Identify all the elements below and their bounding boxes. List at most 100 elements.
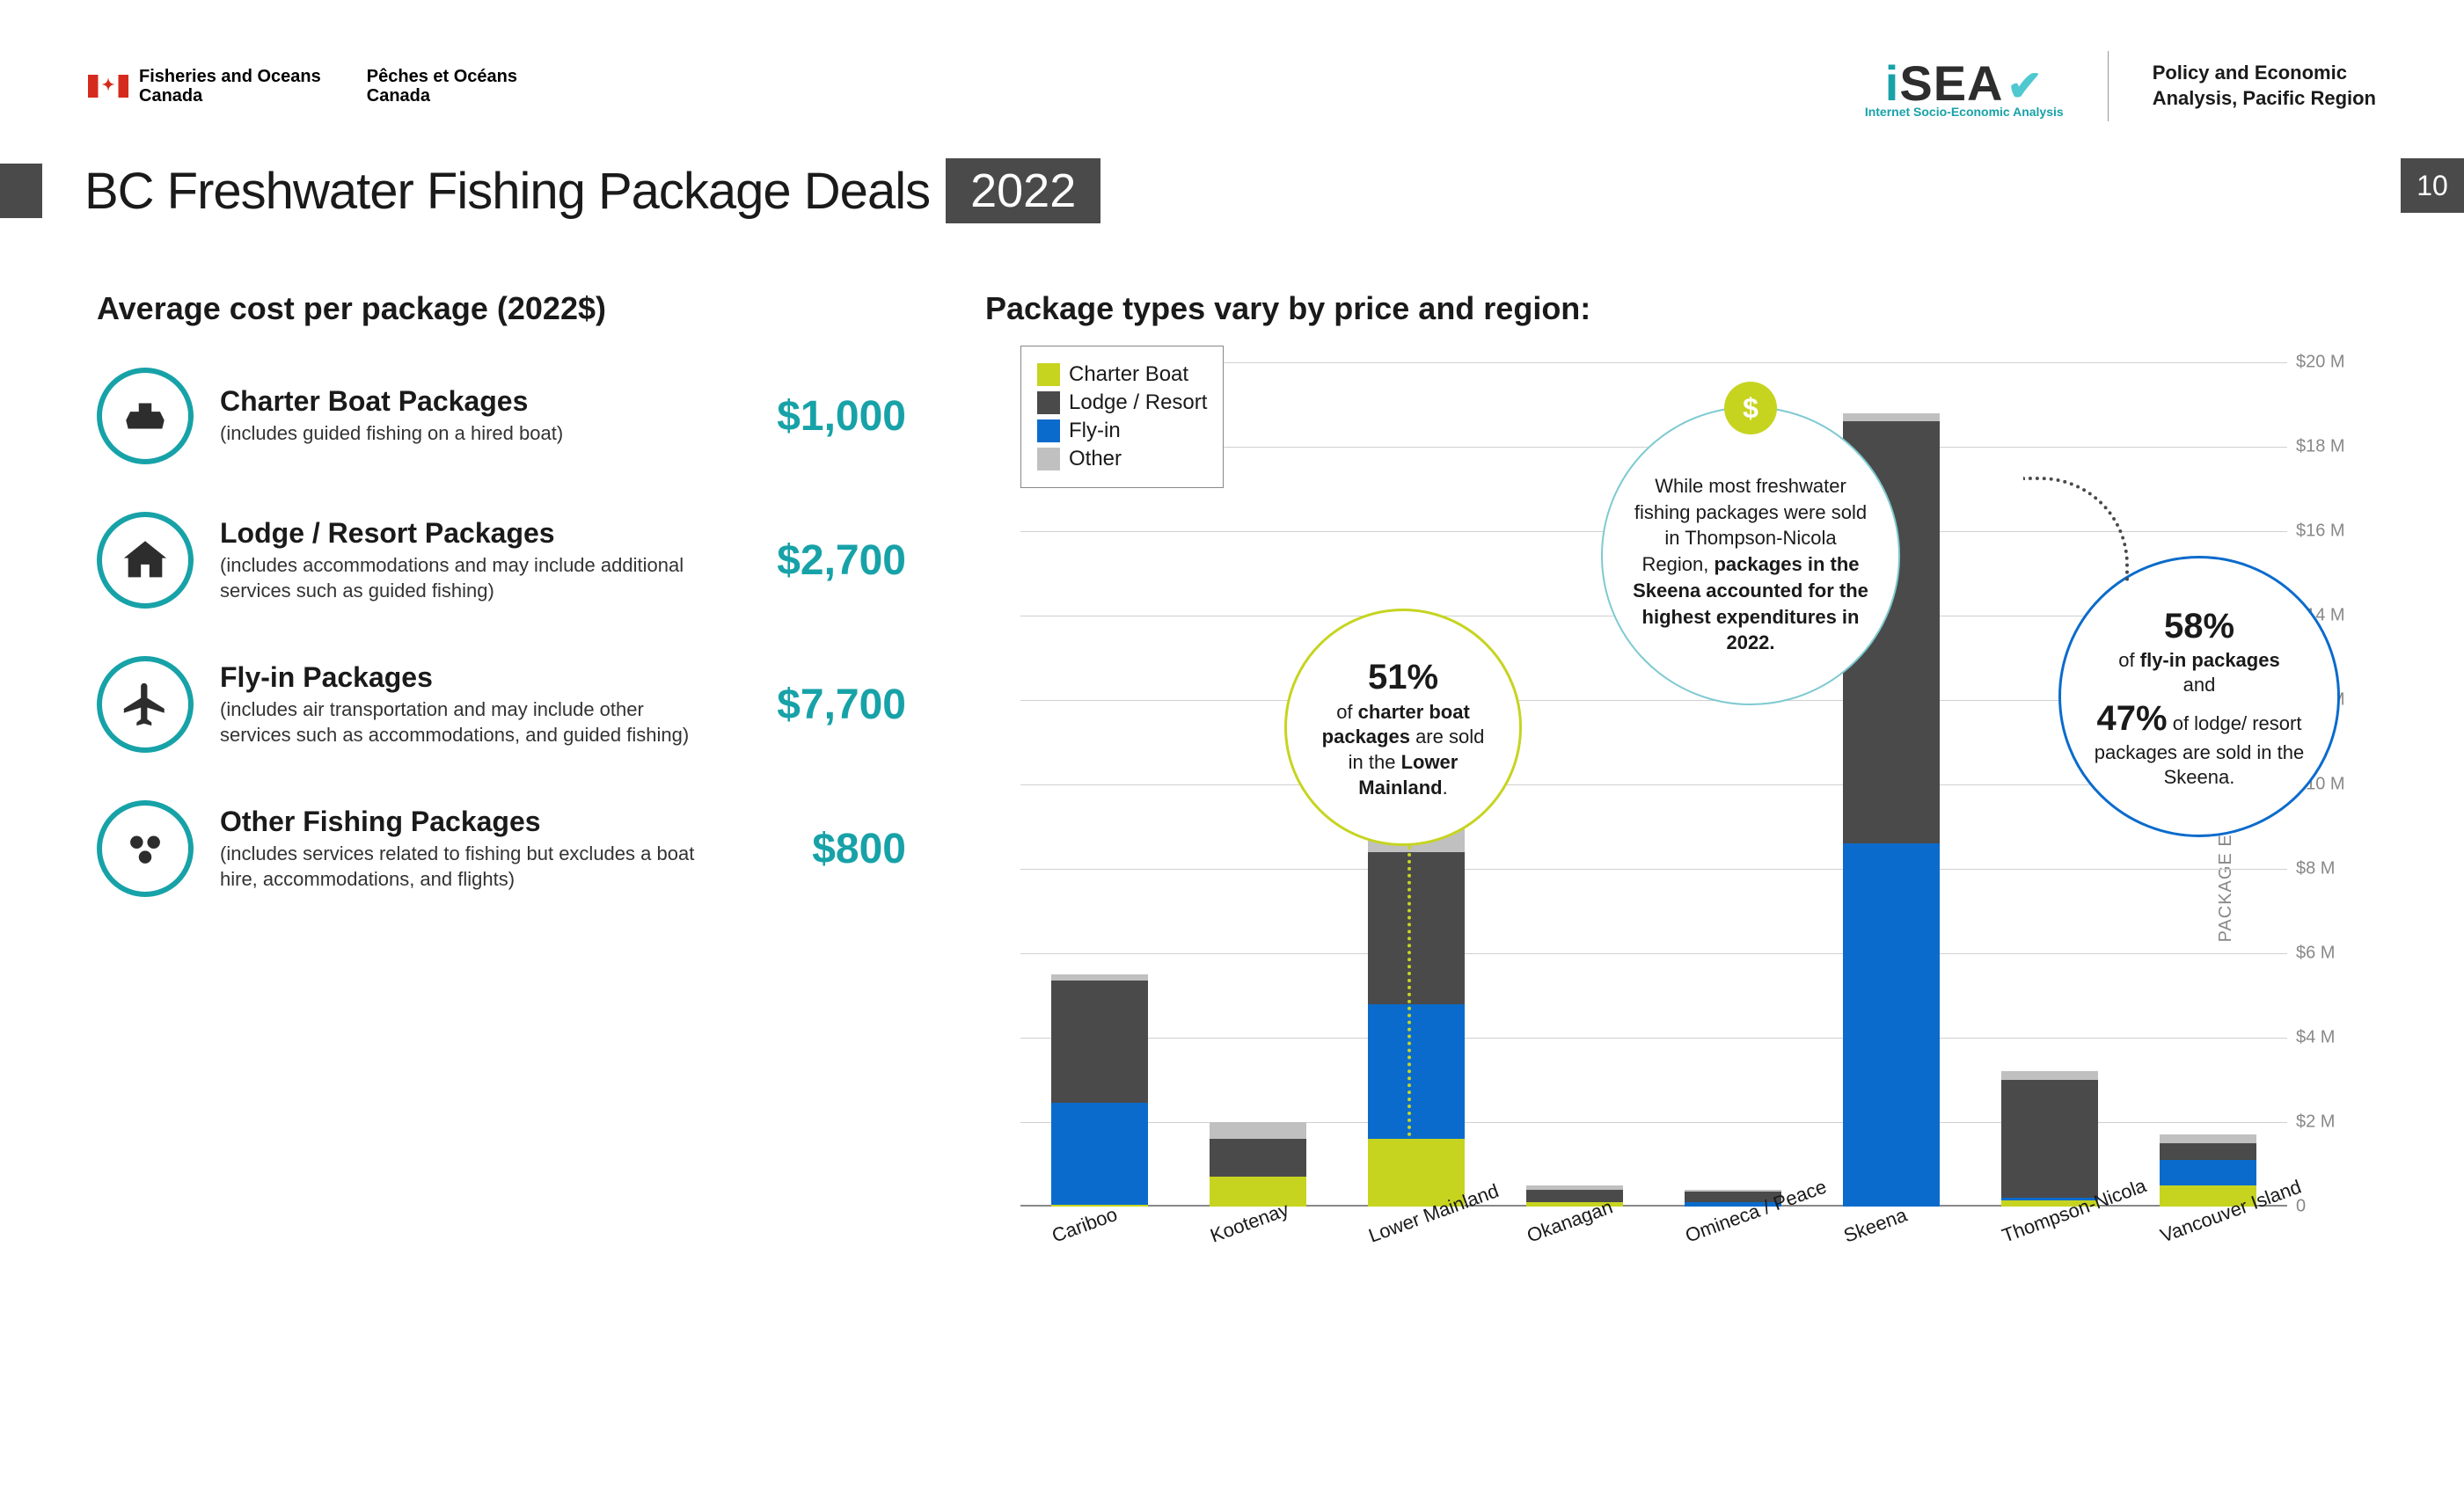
- callout-charter-pct: 51%: [1368, 658, 1438, 696]
- package-row: Fly-in Packages (includes air transporta…: [97, 656, 906, 753]
- package-desc: (includes air transportation and may inc…: [220, 697, 704, 748]
- y-tick-label: $16 M: [2296, 521, 2349, 542]
- header-divider: [2108, 51, 2109, 121]
- y-tick-label: $4 M: [2296, 1028, 2349, 1048]
- legend-swatch: [1037, 363, 1060, 386]
- bar-segment-other: [2001, 1071, 2098, 1080]
- x-axis-label: Omineca / Peace: [1682, 1175, 1829, 1247]
- chart-area: Charter BoatLodge / ResortFly-inOther PA…: [985, 345, 2358, 1294]
- legend-label: Fly-in: [1069, 419, 1121, 443]
- bar-group: Omineca / Peace: [1685, 1190, 1781, 1207]
- bar-segment-other: [1210, 1122, 1306, 1139]
- package-name: Charter Boat Packages: [220, 385, 704, 418]
- package-name: Fly-in Packages: [220, 661, 704, 694]
- legend-swatch: [1037, 448, 1060, 470]
- policy-line2: Analysis, Pacific Region: [2153, 86, 2376, 112]
- x-axis-label: Cariboo: [1049, 1203, 1120, 1248]
- isea-logo: iSEA✔ Internet Socio-Economic Analysis: [1865, 55, 2064, 119]
- isea-sea: SEA: [1899, 55, 2003, 111]
- bar-group: Cariboo: [1051, 974, 1148, 1207]
- title-row: BC Freshwater Fishing Package Deals 2022: [0, 158, 2464, 223]
- package-row: Lodge / Resort Packages (includes accomm…: [97, 512, 906, 609]
- legend-item: Other: [1037, 447, 1207, 471]
- y-tick-label: 0: [2296, 1197, 2349, 1217]
- bar-segment-lodge: [2160, 1143, 2256, 1160]
- canada-flag-icon: [88, 75, 128, 98]
- callout-charter: 51% of charter boat packages are sold in…: [1284, 609, 1522, 846]
- avg-cost-heading: Average cost per package (2022$): [97, 290, 906, 327]
- gov-fr-text: Pêches et Océans Canada: [367, 67, 517, 106]
- legend-label: Lodge / Resort: [1069, 390, 1207, 415]
- page-title: BC Freshwater Fishing Package Deals: [84, 162, 930, 221]
- dots-icon: [97, 800, 194, 897]
- average-cost-section: Average cost per package (2022$) Charter…: [97, 290, 906, 944]
- package-desc: (includes services related to fishing bu…: [220, 842, 704, 892]
- bar-group: Kootenay: [1210, 1122, 1306, 1207]
- package-row: Charter Boat Packages (includes guided f…: [97, 368, 906, 464]
- page-number: 10: [2401, 158, 2464, 213]
- legend-label: Other: [1069, 447, 1122, 471]
- callout-skeena: 58% of fly-in packages and 47% of lodge/…: [2058, 556, 2340, 837]
- chart-section: Package types vary by price and region: …: [985, 290, 2384, 1294]
- package-price: $800: [730, 825, 906, 873]
- gridline: [1020, 953, 2287, 954]
- bar-segment-charter: [1210, 1177, 1306, 1207]
- callout-skeena-pct1: 58%: [2164, 607, 2234, 645]
- policy-text: Policy and Economic Analysis, Pacific Re…: [2153, 61, 2376, 111]
- gov-canada-logo: Fisheries and Oceans Canada Pêches et Oc…: [88, 67, 517, 106]
- callout-main: $ While most freshwater fishing packages…: [1601, 406, 1900, 705]
- y-tick-label: $2 M: [2296, 1112, 2349, 1133]
- title-stub: [0, 164, 42, 218]
- bar-segment-lodge: [1368, 852, 1465, 1004]
- bar-segment-flyin: [1368, 1004, 1465, 1140]
- boat-icon: [97, 368, 194, 464]
- y-tick-label: $20 M: [2296, 353, 2349, 373]
- bar-group: Thompson-Nicola: [2001, 1071, 2098, 1207]
- bar-group: Okanagan: [1526, 1185, 1623, 1207]
- legend-item: Charter Boat: [1037, 362, 1207, 387]
- bar-group: Vancouver Island: [2160, 1134, 2256, 1207]
- package-price: $2,700: [730, 536, 906, 585]
- chart-legend: Charter Boat Lodge / Resort Fly-in Other: [1020, 346, 1224, 488]
- callout-skeena-pct2: 47%: [2097, 699, 2168, 738]
- legend-swatch: [1037, 419, 1060, 442]
- dollar-icon: $: [1724, 382, 1777, 434]
- bar-segment-lodge: [2001, 1080, 2098, 1198]
- legend-item: Fly-in: [1037, 419, 1207, 443]
- legend-swatch: [1037, 391, 1060, 414]
- y-tick-label: $18 M: [2296, 437, 2349, 457]
- y-tick-label: $8 M: [2296, 859, 2349, 879]
- gov-en-text: Fisheries and Oceans Canada: [139, 67, 321, 106]
- gridline: [1020, 1038, 2287, 1039]
- bar-segment-flyin: [1051, 1103, 1148, 1204]
- charter-connector: [1407, 846, 1411, 1171]
- chart-title: Package types vary by price and region:: [985, 290, 2384, 327]
- bar-segment-flyin: [2160, 1160, 2256, 1185]
- package-desc: (includes guided fishing on a hired boat…: [220, 421, 704, 447]
- package-price: $7,700: [730, 681, 906, 729]
- bar-segment-other: [1526, 1185, 1623, 1190]
- bar-segment-lodge: [1210, 1139, 1306, 1177]
- bar-segment-other: [2160, 1134, 2256, 1143]
- package-price: $1,000: [730, 392, 906, 441]
- isea-subtitle: Internet Socio-Economic Analysis: [1865, 105, 2064, 119]
- bar-segment-other: [1685, 1190, 1781, 1192]
- bar-group: Lower Mainland: [1368, 822, 1465, 1207]
- isea-check-icon: ✔: [2007, 63, 2044, 110]
- bar-segment-charter: [1051, 1205, 1148, 1207]
- year-badge: 2022: [946, 158, 1100, 223]
- x-axis-label: Skeena: [1840, 1204, 1910, 1248]
- header: Fisheries and Oceans Canada Pêches et Oc…: [0, 51, 2464, 121]
- package-name: Other Fishing Packages: [220, 806, 704, 838]
- isea-i: i: [1885, 55, 1900, 111]
- bar-segment-other: [1843, 413, 1940, 422]
- bar-segment-other: [1051, 974, 1148, 981]
- legend-label: Charter Boat: [1069, 362, 1188, 387]
- bar-segment-flyin: [1843, 843, 1940, 1207]
- legend-item: Lodge / Resort: [1037, 390, 1207, 415]
- package-name: Lodge / Resort Packages: [220, 517, 704, 550]
- y-tick-label: $6 M: [2296, 944, 2349, 964]
- package-row: Other Fishing Packages (includes service…: [97, 800, 906, 897]
- policy-line1: Policy and Economic: [2153, 61, 2376, 86]
- bar-segment-lodge: [1051, 981, 1148, 1103]
